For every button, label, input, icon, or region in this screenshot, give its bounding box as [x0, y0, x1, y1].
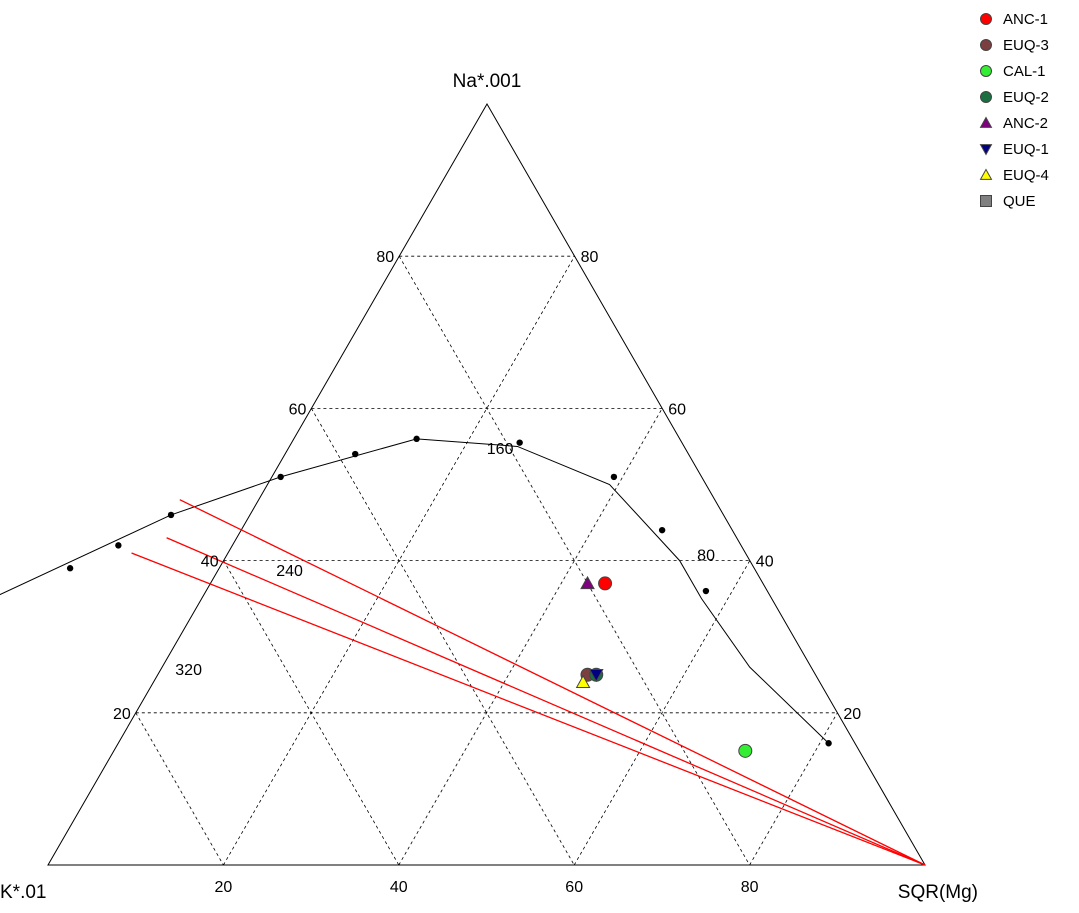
legend-marker — [979, 144, 993, 156]
legend-marker — [979, 168, 993, 180]
tick-labels: 20 40 60 80 20 40 60 80 20 40 60 80 — [113, 249, 861, 896]
tick-label-left: 40 — [201, 554, 219, 571]
legend-item: EUQ-4 — [978, 162, 1076, 188]
legend-label: EUQ-2 — [1003, 88, 1049, 106]
tick-label-right: 20 — [843, 706, 861, 723]
legend-marker-icon — [979, 116, 993, 128]
legend-item: CAL-1 — [978, 58, 1076, 84]
triangle-frame — [47, 102, 926, 866]
curve-dot — [277, 473, 284, 481]
legend-label: ANC-1 — [1003, 10, 1049, 28]
legend-item: EUQ-3 — [978, 32, 1076, 58]
legend-label: EUQ-4 — [1003, 166, 1049, 184]
data-point-euq-4 — [575, 674, 591, 689]
data-point-cal-1 — [738, 743, 753, 758]
grid-lines — [135, 255, 838, 866]
tick-label-bottom: 40 — [390, 879, 408, 896]
tick-label-bottom: 60 — [565, 879, 583, 896]
legend-marker — [979, 116, 993, 128]
legend-item: ANC-1 — [978, 6, 1076, 32]
curve-dot — [66, 565, 74, 572]
vertex-label-right: SQR(Mg) — [898, 882, 978, 903]
equilibrium-curve: 80 160 240 320 — [0, 435, 832, 747]
vertex-label-top: Na*.001 — [453, 71, 522, 92]
legend-label: QUE — [1003, 192, 1036, 210]
legend-item: EUQ-1 — [978, 136, 1076, 162]
legend-marker-icon — [979, 168, 993, 180]
curve-dot — [825, 740, 832, 747]
curve-dot — [702, 587, 710, 595]
grid-line — [135, 712, 224, 866]
tick-label-bottom: 20 — [215, 879, 233, 896]
legend-marker-icon — [980, 65, 992, 77]
grid-line — [573, 560, 751, 866]
tick-label-right: 80 — [581, 249, 599, 266]
data-points — [575, 575, 753, 758]
legend-marker-icon — [980, 39, 992, 51]
legend-marker — [980, 13, 992, 25]
legend-item: ANC-2 — [978, 110, 1076, 136]
legend-label: CAL-1 — [1003, 62, 1046, 80]
curve-dot — [352, 450, 359, 458]
tick-label-right: 60 — [668, 401, 686, 418]
legend-item: EUQ-2 — [978, 84, 1076, 110]
legend-marker-icon — [980, 13, 992, 25]
tick-label-left: 60 — [289, 401, 307, 418]
legend-marker — [980, 91, 992, 103]
curve-dot — [413, 435, 420, 443]
legend-label: EUQ-1 — [1003, 140, 1049, 158]
ray-line — [131, 552, 926, 866]
legend-label: ANC-2 — [1003, 114, 1049, 132]
curve-label: 320 — [175, 662, 202, 679]
legend-marker-icon — [980, 195, 992, 207]
legend-item: QUE — [978, 188, 1076, 214]
tick-label-right: 40 — [756, 554, 774, 571]
legend-label: EUQ-3 — [1003, 36, 1049, 54]
curve-line — [0, 438, 829, 744]
legend-marker — [980, 39, 992, 51]
curve-dot — [658, 526, 666, 534]
legend-marker — [980, 65, 992, 77]
tick-label-left: 80 — [376, 249, 394, 266]
tick-label-left: 20 — [113, 706, 131, 723]
curve-dot — [516, 439, 523, 446]
grid-line — [223, 560, 400, 866]
grid-line — [398, 408, 663, 866]
legend-marker-icon — [979, 144, 993, 156]
grid-line — [311, 408, 575, 866]
legend-marker — [980, 195, 992, 207]
legend-marker-icon — [980, 91, 992, 103]
grid-line — [749, 712, 838, 866]
curve-label: 240 — [276, 563, 303, 580]
curve-label: 80 — [697, 548, 715, 565]
data-point-anc-2 — [580, 575, 595, 590]
tick-label-bottom: 80 — [741, 879, 759, 896]
ray-line — [166, 537, 926, 866]
ray-line — [179, 499, 926, 866]
curve-dot — [610, 473, 618, 481]
data-point-euq-1 — [588, 669, 604, 683]
ray-lines — [131, 499, 926, 866]
legend: ANC-1 EUQ-3 CAL-1 EUQ-2 ANC-2 EUQ-1 EUQ-4 QUE — [978, 6, 1076, 214]
data-point-anc-1 — [598, 576, 613, 591]
curve-dot — [167, 511, 175, 519]
curve-label: 160 — [487, 441, 514, 458]
vertex-label-left: K*.01 — [0, 882, 46, 903]
curve-dot — [115, 542, 122, 549]
